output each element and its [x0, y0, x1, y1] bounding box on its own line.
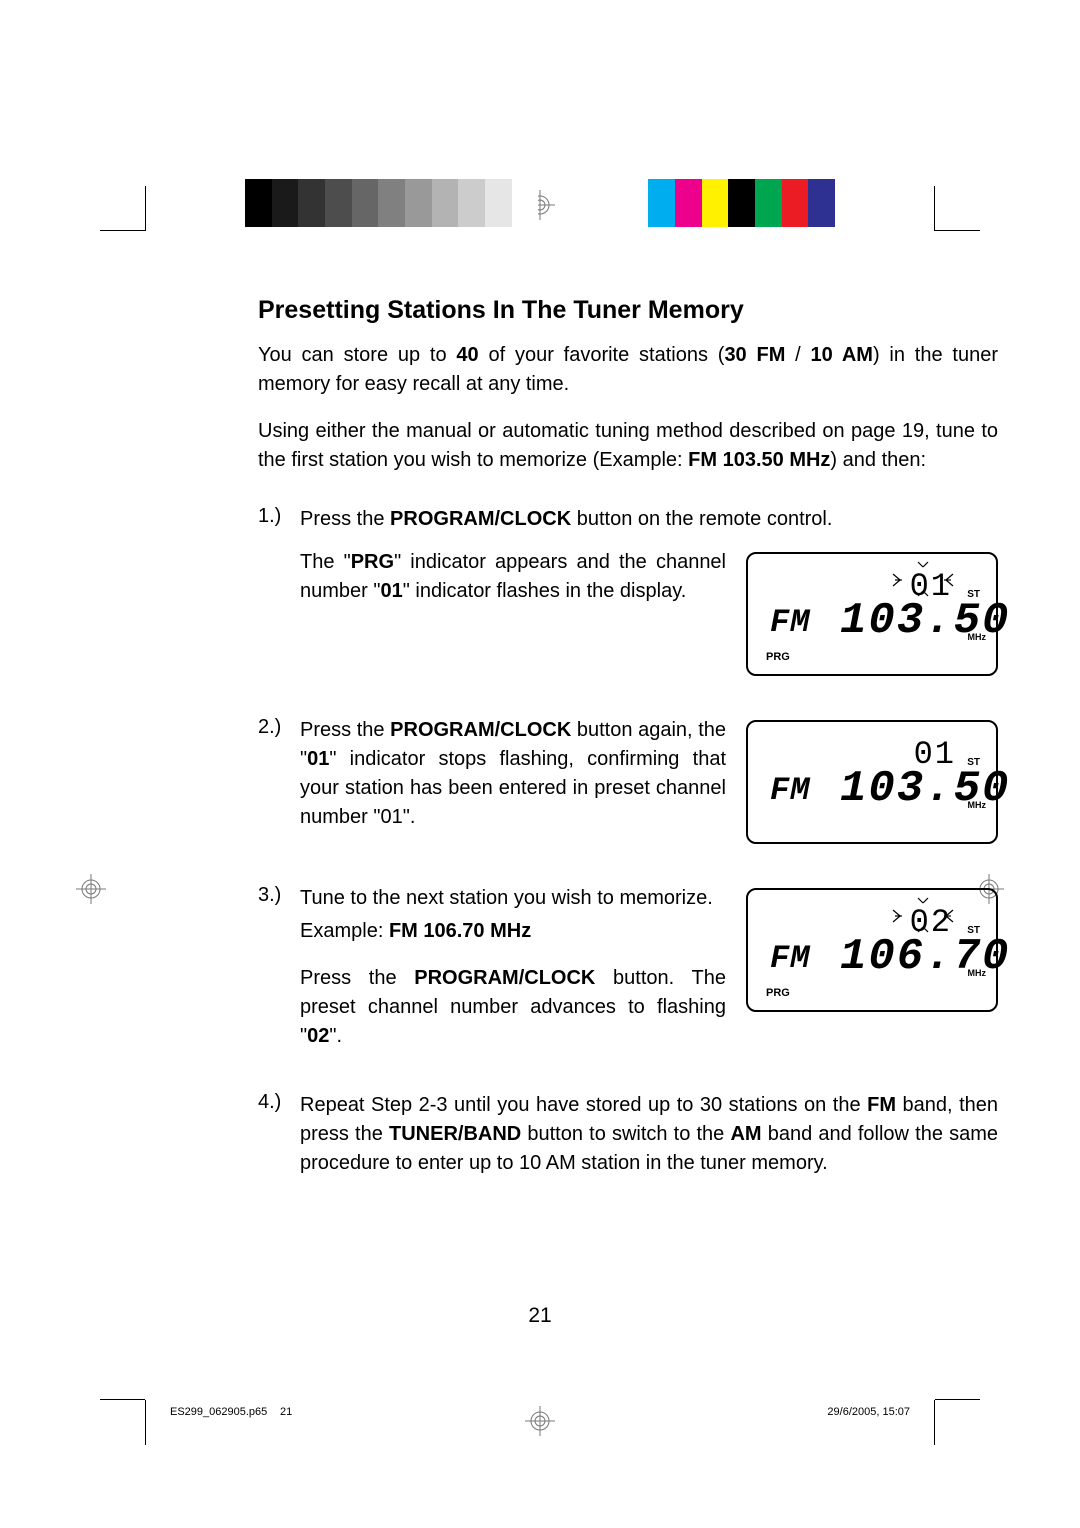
- text: " indicator flashes in the display.: [403, 580, 687, 602]
- step-number: 1.): [258, 505, 300, 528]
- crop-mark: [145, 186, 146, 231]
- crop-mark: [934, 186, 935, 231]
- color-swatch: [648, 179, 675, 227]
- text: Press the: [300, 967, 414, 989]
- text: button on the remote control.: [571, 508, 832, 530]
- text: ) and then:: [830, 449, 926, 471]
- bold-text: TUNER/BAND: [389, 1123, 521, 1145]
- text: Press the: [300, 508, 390, 530]
- lcd-frequency: 103.50: [840, 590, 1010, 654]
- text: " indicator stops flashing, confirming t…: [300, 748, 726, 828]
- bold-text: PROGRAM/CLOCK: [390, 508, 571, 530]
- lcd-band: FM: [770, 936, 810, 982]
- gray-swatch: [458, 179, 485, 227]
- crop-mark: [934, 1400, 935, 1445]
- step-number: 4.): [258, 1091, 300, 1114]
- bold-text: FM 103.50 MHz: [688, 449, 830, 471]
- page-number: 21: [0, 1304, 1080, 1328]
- gray-swatch: [432, 179, 459, 227]
- lcd-unit: MHz: [968, 799, 987, 812]
- crop-mark: [100, 230, 145, 231]
- footer-filename: ES299_062905.p65: [170, 1406, 267, 1418]
- text: /: [785, 344, 810, 366]
- color-swatch: [782, 179, 809, 227]
- lcd-frequency: 106.70: [840, 926, 1010, 990]
- print-footer: ES299_062905.p65 21 29/6/2005, 15:07: [170, 1406, 910, 1418]
- gray-swatch: [405, 179, 432, 227]
- intro-paragraph-1: You can store up to 40 of your favorite …: [258, 341, 998, 399]
- step-1: 1.) Press the PROGRAM/CLOCK button on th…: [258, 505, 998, 676]
- crop-mark: [935, 230, 980, 231]
- bold-text: 30 FM: [724, 344, 785, 366]
- step-1-line-1: Press the PROGRAM/CLOCK button on the re…: [300, 505, 998, 534]
- footer-page: 21: [280, 1406, 292, 1418]
- steps-list: 1.) Press the PROGRAM/CLOCK button on th…: [258, 505, 998, 1178]
- color-swatch: [755, 179, 782, 227]
- lcd-band: FM: [770, 600, 810, 646]
- text: Example:: [300, 920, 389, 942]
- gray-swatch: [298, 179, 325, 227]
- gray-swatch: [485, 179, 512, 227]
- text: of your favorite stations (: [479, 344, 725, 366]
- color-swatch: [728, 179, 755, 227]
- gray-swatch: [378, 179, 405, 227]
- lcd-frequency: 103.50: [840, 758, 1010, 822]
- gray-swatch: [512, 179, 539, 227]
- step-2-text: Press the PROGRAM/CLOCK button again, th…: [300, 716, 726, 832]
- text: button to switch to the: [521, 1123, 730, 1145]
- gray-swatch: [325, 179, 352, 227]
- crop-mark: [935, 1399, 980, 1400]
- bold-text: PRG: [351, 551, 394, 573]
- crop-mark: [145, 1400, 146, 1445]
- lcd-display-1: 01 ST FM 103.50 MHz PRG: [746, 552, 998, 676]
- step-number: 3.): [258, 884, 300, 907]
- bold-text: 40: [456, 344, 478, 366]
- color-swatch: [808, 179, 835, 227]
- bold-text: FM 106.70 MHz: [389, 920, 531, 942]
- manual-page: Presetting Stations In The Tuner Memory …: [0, 0, 1080, 1528]
- text: Tune to the next station you wish to mem…: [300, 887, 713, 909]
- registration-mark-icon: [76, 874, 106, 904]
- lcd-display-2: 01 ST FM 103.50 MHz: [746, 720, 998, 844]
- text: The ": [300, 551, 351, 573]
- page-content: Presetting Stations In The Tuner Memory …: [258, 296, 998, 1218]
- bold-text: 02: [307, 1025, 329, 1047]
- step-3: 3.) Tune to the next station you wish to…: [258, 884, 998, 1051]
- step-3-text: Tune to the next station you wish to mem…: [300, 884, 726, 1051]
- lcd-band: FM: [770, 768, 810, 814]
- lcd-display-3: 02 ST FM 106.70 MHz PRG: [746, 888, 998, 1012]
- lcd-unit: MHz: [968, 967, 987, 980]
- text: ".: [329, 1025, 342, 1047]
- color-calibration-bar: [245, 179, 835, 227]
- gray-swatch: [272, 179, 299, 227]
- crop-mark: [100, 1399, 145, 1400]
- bold-text: PROGRAM/CLOCK: [414, 967, 595, 989]
- gray-swatch: [352, 179, 379, 227]
- bold-text: AM: [730, 1123, 761, 1145]
- step-number: 2.): [258, 716, 300, 739]
- bold-text: 10 AM: [811, 344, 873, 366]
- bold-text: 01: [307, 748, 329, 770]
- step-4: 4.) Repeat Step 2-3 until you have store…: [258, 1091, 998, 1178]
- text: You can store up to: [258, 344, 456, 366]
- step-4-text: Repeat Step 2-3 until you have stored up…: [300, 1091, 998, 1178]
- intro-paragraph-2: Using either the manual or automatic tun…: [258, 417, 998, 475]
- lcd-prg-indicator: PRG: [766, 650, 790, 666]
- text: Press the: [300, 719, 390, 741]
- lcd-unit: MHz: [968, 631, 987, 644]
- step-1-line-2: The "PRG" indicator appears and the chan…: [300, 548, 726, 606]
- text: Repeat Step 2-3 until you have stored up…: [300, 1094, 867, 1116]
- color-swatch: [675, 179, 702, 227]
- bold-text: 01: [380, 580, 402, 602]
- step-2: 2.) Press the PROGRAM/CLOCK button again…: [258, 716, 998, 844]
- footer-datetime: 29/6/2005, 15:07: [827, 1406, 910, 1418]
- lcd-prg-indicator: PRG: [766, 986, 790, 1002]
- bold-text: FM: [867, 1094, 896, 1116]
- bold-text: PROGRAM/CLOCK: [390, 719, 571, 741]
- section-heading: Presetting Stations In The Tuner Memory: [258, 296, 998, 325]
- gray-swatch: [245, 179, 272, 227]
- color-swatch: [702, 179, 729, 227]
